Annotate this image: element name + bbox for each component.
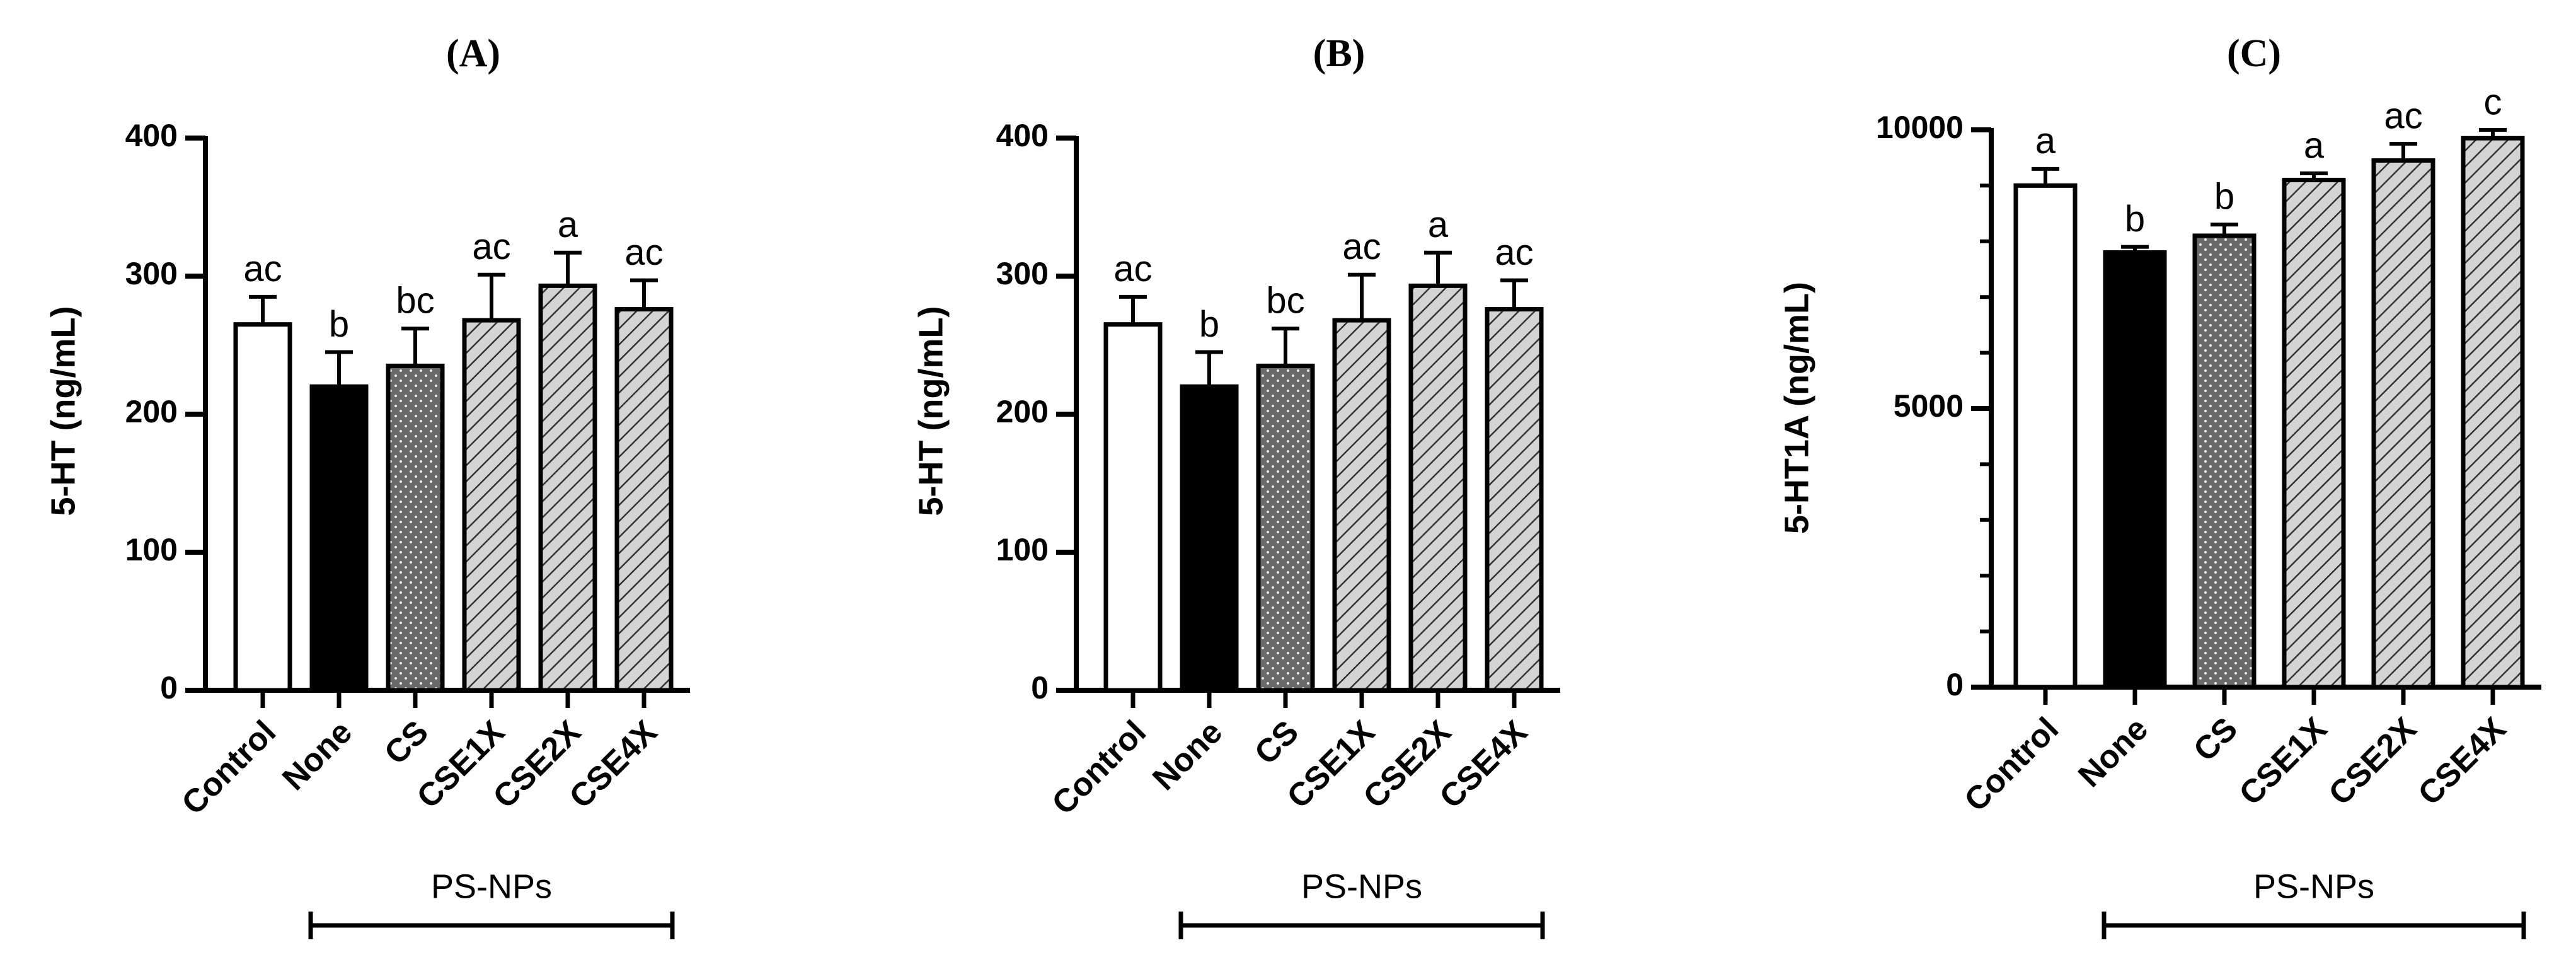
y-axis-label: 5-HT (ng/mL) (44, 306, 82, 516)
y-tick-label: 200 (996, 394, 1049, 429)
x-tick-label: CSE4X (1433, 714, 1535, 816)
bar (614, 307, 674, 693)
x-tick-label: CS (377, 714, 435, 772)
y-tick-label: 400 (125, 118, 178, 153)
group-label: PS-NPs (1301, 867, 1422, 905)
x-tick-label: CSE2X (2322, 710, 2424, 813)
x-tick-label: CS (1248, 714, 1306, 772)
annotation: ac (472, 226, 510, 267)
x-tick-label: CSE4X (563, 714, 665, 816)
x-tick-label: Control (1045, 714, 1153, 822)
x-tick-label: CS (2187, 710, 2245, 768)
bar (462, 318, 521, 693)
x-tick-label: None (2071, 710, 2155, 794)
x-tick-label: Control (175, 714, 283, 822)
y-tick-label: 0 (160, 670, 178, 705)
y-tick-label: 200 (125, 394, 178, 429)
y-tick-label: 100 (996, 532, 1049, 567)
bar (2013, 183, 2078, 690)
x-tick-label: CSE4X (2412, 710, 2514, 813)
annotation: ac (243, 248, 282, 289)
annotation: b (1199, 304, 1219, 345)
chart-title: (A) (446, 32, 500, 75)
y-axis-label: 5-HT1A (ng/mL) (1778, 282, 1815, 534)
bar (1103, 322, 1163, 693)
y-axis-label: 5-HT (ng/mL) (912, 306, 950, 516)
annotation: a (2304, 125, 2325, 166)
annotation: ac (1113, 248, 1152, 289)
chart-title: (B) (1313, 32, 1366, 75)
bar (1332, 318, 1391, 693)
annotation: a (1428, 204, 1449, 245)
annotation: ac (1495, 232, 1533, 273)
bar (1408, 283, 1468, 693)
y-tick-label: 10000 (1876, 110, 1964, 145)
bar (2192, 233, 2257, 690)
chart-title: (C) (2227, 32, 2281, 75)
x-tick-label: None (275, 714, 359, 797)
bar (2103, 250, 2167, 690)
y-tick-label: 300 (125, 256, 178, 291)
bar (2371, 158, 2435, 690)
annotation: ac (1342, 226, 1381, 267)
annotation: c (2484, 81, 2502, 122)
bar (538, 283, 597, 693)
y-tick-label: 0 (1946, 667, 1964, 702)
annotation: a (558, 204, 578, 245)
bar (2461, 136, 2525, 690)
annotation: bc (1266, 281, 1304, 322)
bar (309, 384, 369, 693)
annotation: bc (396, 281, 434, 322)
annotation: b (2125, 199, 2145, 240)
bar (386, 363, 445, 693)
group-label: PS-NPs (431, 867, 552, 905)
bar (1256, 363, 1315, 693)
bar (1485, 307, 1544, 693)
annotation: a (2035, 120, 2056, 161)
annotation: ac (624, 232, 663, 273)
annotation: b (329, 304, 349, 345)
y-tick-label: 300 (996, 256, 1049, 291)
x-tick-label: CSE1X (2233, 710, 2335, 813)
bar (2282, 178, 2346, 690)
x-tick-label: None (1146, 714, 1229, 797)
bar (1180, 384, 1239, 693)
y-tick-label: 5000 (1894, 388, 1964, 424)
y-tick-label: 400 (996, 118, 1049, 153)
annotation: ac (2384, 95, 2422, 136)
x-tick-label: Control (1957, 710, 2066, 819)
annotation: b (2214, 177, 2234, 217)
bar (233, 322, 292, 693)
y-tick-label: 100 (125, 532, 178, 567)
y-tick-label: 0 (1031, 670, 1049, 705)
group-label: PS-NPs (2253, 867, 2374, 905)
